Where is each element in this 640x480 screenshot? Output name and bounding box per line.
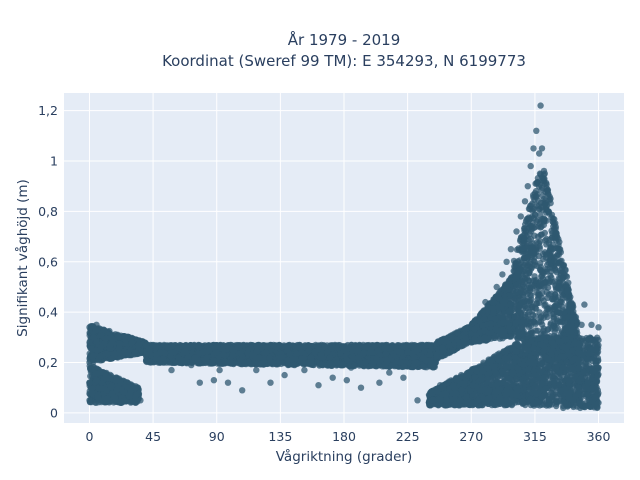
- data-point: [101, 340, 108, 347]
- data-point: [106, 342, 114, 349]
- data-point: [130, 351, 138, 358]
- data-points: [86, 102, 602, 412]
- data-point: [121, 397, 128, 404]
- data-point: [92, 327, 100, 334]
- data-point: [93, 377, 101, 384]
- data-point: [92, 370, 99, 377]
- data-point: [97, 352, 105, 360]
- chart-subtitle: Koordinat (Sweref 99 TM): E 354293, N 61…: [162, 52, 526, 70]
- data-point: [104, 350, 111, 358]
- data-point: [102, 374, 109, 381]
- data-point: [103, 395, 111, 402]
- data-point: [111, 351, 119, 358]
- data-point: [121, 348, 128, 355]
- chart-title: År 1979 - 2019: [288, 30, 401, 49]
- data-point: [116, 340, 124, 348]
- data-point: [90, 353, 97, 360]
- data-point: [97, 331, 105, 339]
- data-point: [113, 386, 120, 394]
